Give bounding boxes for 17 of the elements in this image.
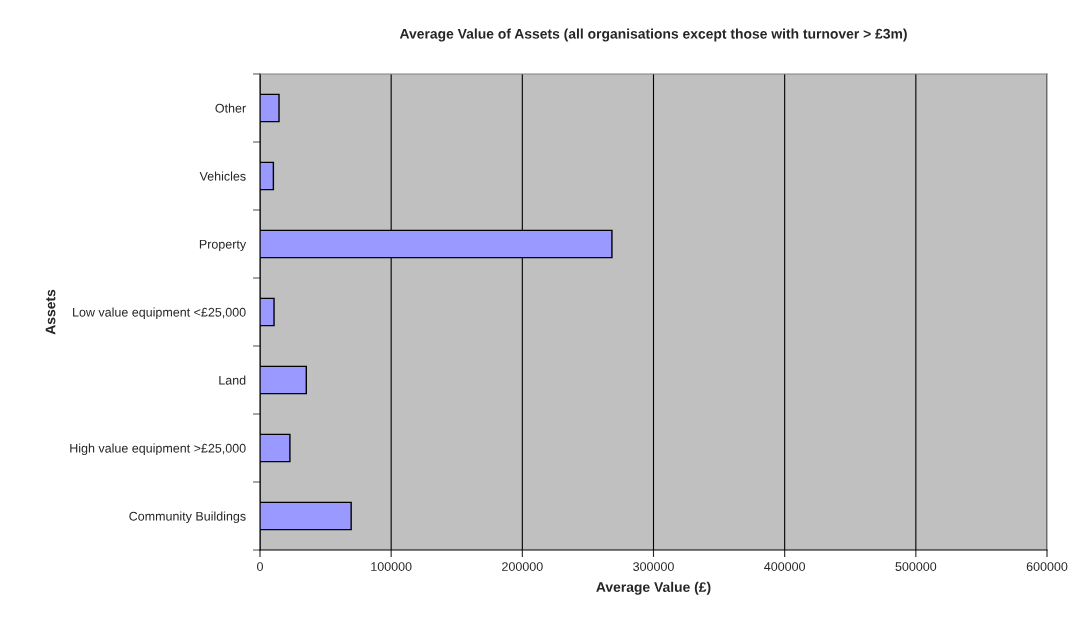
x-tick-label: 500000 [895,562,937,571]
y-tick-label: High value equipment >£25,000 [70,443,246,456]
y-tick-label: Property [199,239,247,252]
x-tick-label: 200000 [502,562,543,571]
x-tick-label: 0 [257,562,263,571]
x-tick-label: 300000 [633,562,674,571]
x-tick-label: 400000 [764,562,806,571]
chart-title: Average Value of Assets (all organisations except those with turnover > £3m) [399,28,907,42]
y-tick-label: Low value equipment <£25,000 [73,307,246,320]
y-tick-label: Other [215,103,246,113]
x-axis-title: Average Value (£) [596,581,711,595]
y-tick-label: Community Buildings [129,511,246,524]
y-tick-label: Land [219,375,246,385]
y-axis-title: Assets [45,289,56,335]
y-tick-label: Vehicles [199,171,246,181]
x-tick-label: 600000 [1026,562,1068,571]
x-tick-label: 100000 [371,562,412,571]
